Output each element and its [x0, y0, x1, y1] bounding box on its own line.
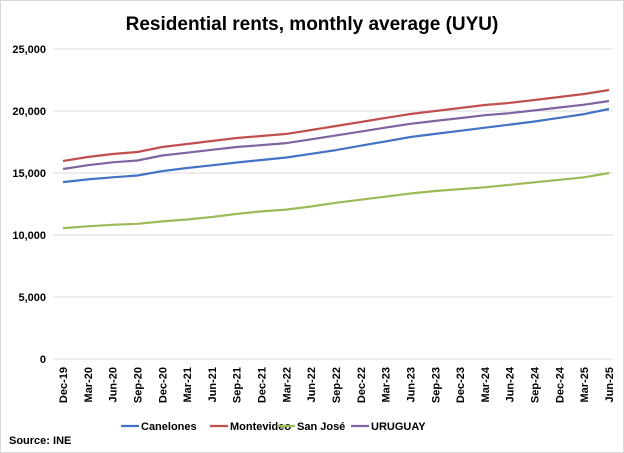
x-tick-label: Sep-22	[331, 367, 343, 403]
x-tick-label: Sep-21	[232, 367, 244, 403]
x-tick-label: Dec-20	[157, 367, 169, 403]
x-tick-label: Sep-20	[132, 367, 144, 403]
x-tick-label: Sep-23	[430, 367, 442, 403]
x-tick-label: Jun-23	[405, 367, 417, 402]
x-tick-label: Jun-20	[108, 367, 120, 402]
x-tick-label: Mar-21	[182, 367, 194, 402]
x-tick-label: Mar-23	[381, 367, 393, 402]
x-tick-label: Mar-25	[579, 367, 591, 402]
y-tick-label: 15,000	[12, 168, 46, 180]
x-tick-label: Dec-23	[455, 367, 467, 403]
x-tick-label: Jun-21	[207, 367, 219, 402]
series-line-montevideo	[62, 88, 610, 163]
x-tick-label: Jun-25	[604, 367, 616, 402]
x-tick-label: Dec-24	[554, 366, 566, 403]
legend-label: Canelones	[141, 421, 197, 433]
x-tick-label: Jun-22	[306, 367, 318, 402]
y-tick-label: 25,000	[12, 44, 46, 56]
series-line-canelones	[62, 107, 610, 184]
x-tick-label: Mar-22	[281, 367, 293, 402]
y-tick-label: 0	[40, 354, 46, 366]
x-tick-label: Mar-20	[83, 367, 95, 402]
x-tick-label: Dec-21	[257, 367, 269, 403]
x-tick-label: Sep-24	[530, 366, 542, 403]
y-tick-label: 20,000	[12, 106, 46, 118]
series-line-uruguay	[62, 99, 610, 171]
x-tick-label: Dec-22	[356, 367, 368, 403]
y-tick-label: 10,000	[12, 230, 46, 242]
legend-label: San José	[297, 421, 345, 433]
x-tick-label: Jun-24	[505, 366, 517, 402]
series-line-san-josé	[62, 171, 610, 230]
y-tick-label: 5,000	[18, 292, 46, 304]
source-note: Source: INE	[9, 435, 71, 447]
legend-label: Montevideo	[230, 421, 291, 433]
legend-label: URUGUAY	[371, 421, 426, 433]
x-tick-label: Dec-19	[58, 367, 70, 403]
chart-title: Residential rents, monthly average (UYU)	[126, 14, 499, 35]
x-tick-label: Mar-24	[480, 366, 492, 402]
